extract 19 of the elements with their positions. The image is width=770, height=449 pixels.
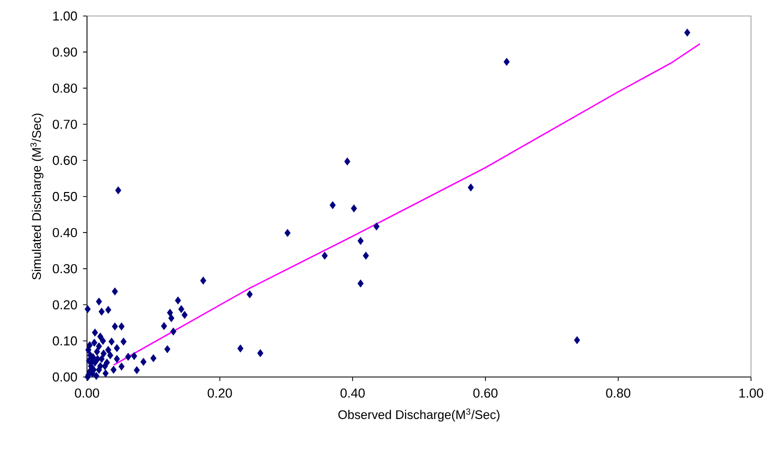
y-tick-label: 0.70 (52, 120, 77, 129)
y-tick-label: 0.60 (52, 156, 77, 165)
x-tick-label: 1.00 (739, 388, 764, 398)
x-tick-label: 0.60 (473, 388, 498, 398)
y-tick-label: 0.80 (52, 84, 77, 93)
x-axis-title: Observed Discharge(M$^{3}$/Sec) (338, 408, 500, 422)
y-tick-label: 0.20 (52, 300, 77, 310)
y-tick-label: 0.30 (52, 264, 77, 274)
y-tick-label: 0.00 (52, 372, 77, 382)
y-tick-label: 0.10 (52, 336, 77, 346)
x-tick-label: 0.20 (208, 388, 232, 398)
y-tick-label: 0.90 (52, 47, 77, 57)
x-tick-label: 0.00 (74, 388, 100, 398)
y-tick-label: 0.40 (52, 228, 77, 238)
y-axis-title: Simulated Discharge (M$^{3}$/Sec) (30, 114, 44, 280)
y-tick-label: 0.50 (52, 192, 77, 202)
x-tick-label: 0.40 (340, 388, 365, 398)
y-tick-label: 1.00 (53, 11, 77, 21)
x-tick-label: 0.80 (606, 388, 630, 398)
